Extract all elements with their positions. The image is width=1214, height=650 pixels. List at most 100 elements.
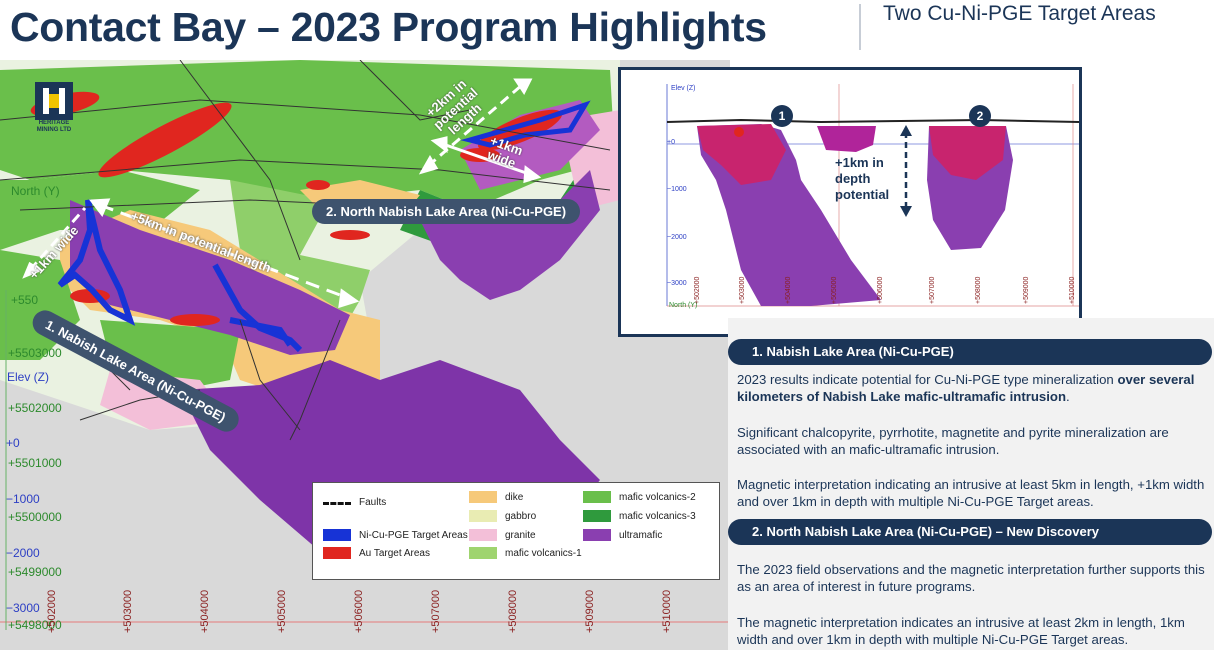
legend-gabbro: gabbro xyxy=(469,510,536,522)
section1-heading: 1. Nabish Lake Area (Ni-Cu-PGE) xyxy=(728,339,1212,365)
easting-505000: +505000 xyxy=(276,589,288,633)
easting-503000: +503000 xyxy=(122,589,134,633)
ni-target-north xyxy=(460,100,591,148)
legend-ultramafic-label: ultramafic xyxy=(619,529,663,541)
ni-target-swatch xyxy=(323,529,351,541)
inset-elev-3000: −3000 xyxy=(667,280,687,287)
ni-target-west xyxy=(57,199,136,326)
au-target-6 xyxy=(170,314,220,326)
legend-mafic3: mafic volcanics-3 xyxy=(583,510,696,522)
gabbro-swatch xyxy=(469,510,497,522)
legend-faults: Faults xyxy=(323,497,386,508)
granite-swatch xyxy=(469,529,497,541)
north-axis-label: North (Y) xyxy=(11,184,60,198)
easting-506000: +506000 xyxy=(353,589,365,633)
ni-target-central-2 xyxy=(229,317,293,347)
inset-elev-0: +0 xyxy=(667,139,675,146)
au-target-4 xyxy=(330,230,370,240)
easting-509000: +509000 xyxy=(584,589,596,633)
elev-axis-label: Elev (Z) xyxy=(7,370,49,384)
legend-ni-target: Ni-Cu-PGE Target Areas xyxy=(323,529,468,541)
legend-ultramafic: ultramafic xyxy=(583,529,662,541)
section2-para1: The 2023 field observations and the magn… xyxy=(737,562,1205,594)
section2-heading: 2. North Nabish Lake Area (Ni-Cu-PGE) – … xyxy=(728,519,1212,545)
title-divider xyxy=(859,4,861,50)
section-drawing xyxy=(666,84,1079,307)
elev-minus-3000: −3000 xyxy=(6,601,40,615)
legend-mafic2: mafic volcanics-2 xyxy=(583,491,696,503)
legend-au-target-label: Au Target Areas xyxy=(359,547,430,559)
ni-target-central xyxy=(212,263,303,353)
elev-minus-1000: −1000 xyxy=(6,492,40,506)
legend-au-target: Au Target Areas xyxy=(323,547,430,559)
inset-north-label: North (Y) xyxy=(669,302,698,309)
ultramafic-swatch xyxy=(583,529,611,541)
inset-easting-505000: +505000 xyxy=(831,276,838,304)
area-pill-north-nabish: 2. North Nabish Lake Area (Ni-Cu-PGE) xyxy=(312,199,581,224)
page-subtitle: Two Cu-Ni-PGE Target Areas xyxy=(883,2,1156,25)
legend-mafic1: mafic volcanics-1 xyxy=(469,547,582,559)
northing-5501000: +5501000 xyxy=(8,456,62,470)
northing-partial: +550 xyxy=(11,293,39,307)
inset-easting-508000: +508000 xyxy=(975,276,982,304)
section1-para2: Significant chalcopyrite, pyrrhotite, ma… xyxy=(737,425,1169,457)
northing-5500000: +5500000 xyxy=(8,510,62,524)
easting-502000: +502000 xyxy=(46,589,58,633)
inset-easting-504000: +504000 xyxy=(785,276,792,304)
depth-note-line3: potential xyxy=(835,187,890,202)
inset-marker-1: 1 xyxy=(771,105,793,127)
inset-easting-502000: +502000 xyxy=(694,276,701,304)
mafic3-swatch xyxy=(583,510,611,522)
inset-elev-label: Elev (Z) xyxy=(671,85,696,92)
inset-easting-506000: +506000 xyxy=(877,276,884,304)
mafic2-swatch xyxy=(583,491,611,503)
legend-mafic3-label: mafic volcanics-3 xyxy=(619,510,696,522)
legend-mafic2-label: mafic volcanics-2 xyxy=(619,491,696,503)
mafic1-swatch xyxy=(469,547,497,559)
section1-para1-bold: over several kilometers of Nabish Lake m… xyxy=(737,372,1195,404)
dimension-arrows xyxy=(22,78,542,309)
legend-faults-label: Faults xyxy=(359,497,387,508)
inset-easting-510000: +510000 xyxy=(1069,276,1076,304)
logo-mark-icon xyxy=(35,82,73,120)
mafic-volcanics-1-region xyxy=(230,180,370,335)
au-target-8 xyxy=(460,148,500,162)
elev-minus-2000: −2000 xyxy=(6,546,40,560)
ultramafic-body-main xyxy=(70,200,350,355)
logo-name: HERITAGE xyxy=(38,120,70,126)
inset-elev-2000: −2000 xyxy=(667,234,687,241)
inset-easting-503000: +503000 xyxy=(739,276,746,304)
au-target-1 xyxy=(98,102,232,178)
section-inset: Elev (Z) +0 −1000 −2000 −3000 North (Y) … xyxy=(618,67,1082,337)
section1-para3: Magnetic interpretation indicating an in… xyxy=(737,477,1205,509)
inset-marker-2: 2 xyxy=(969,105,991,127)
dike-swatch xyxy=(469,491,497,503)
legend-gabbro-label: gabbro xyxy=(505,510,537,522)
easting-507000: +507000 xyxy=(430,589,442,633)
legend-ni-target-label: Ni-Cu-PGE Target Areas xyxy=(359,529,468,541)
ultramafic-body-north-top xyxy=(460,100,600,190)
northing-5502000: +5502000 xyxy=(8,401,62,415)
section1-para1-c: . xyxy=(1066,389,1070,404)
easting-510000: +510000 xyxy=(661,589,673,633)
section2-para2: The magnetic interpretation indicates an… xyxy=(737,615,1185,647)
legend-granite-label: granite xyxy=(505,529,536,541)
map-legend: Faults Ni-Cu-PGE Target Areas Au Target … xyxy=(312,482,720,580)
legend-dike: dike xyxy=(469,491,523,503)
depth-note-line2: depth xyxy=(835,171,871,186)
page-title: Contact Bay – 2023 Program Highlights xyxy=(10,4,767,50)
section1-para1-a: 2023 results indicate potential for Cu-N… xyxy=(737,372,1118,387)
logo-tagline: MINING LTD xyxy=(36,127,72,133)
legend-granite: granite xyxy=(469,529,536,541)
legend-dike-label: dike xyxy=(505,491,524,503)
inset-easting-509000: +509000 xyxy=(1023,276,1030,304)
easting-508000: +508000 xyxy=(507,589,519,633)
depth-note-line1: +1km in xyxy=(835,155,884,170)
easting-504000: +504000 xyxy=(199,589,211,633)
inset-elev-1000: −1000 xyxy=(667,186,687,193)
northing-5499000: +5499000 xyxy=(8,565,62,579)
au-target-swatch xyxy=(323,547,351,559)
au-target-3 xyxy=(306,180,330,190)
northing-5503000: +5503000 xyxy=(8,346,62,360)
faults-swatch xyxy=(323,501,351,505)
